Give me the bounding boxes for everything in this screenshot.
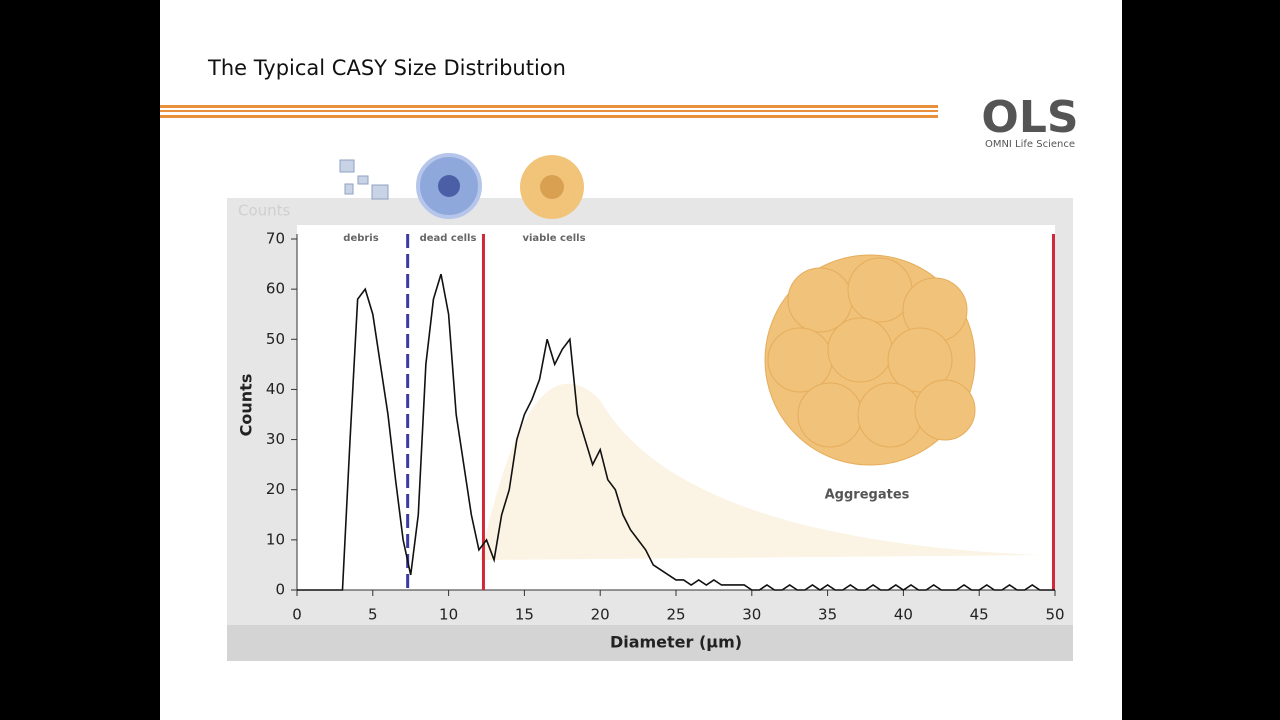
y-tick-label: 50 xyxy=(266,330,285,348)
y-tick-label: 60 xyxy=(266,280,285,298)
y-tick-label: 0 xyxy=(275,581,285,599)
debris-icon xyxy=(339,159,389,200)
y-tick-label: 30 xyxy=(266,430,285,448)
annotation: debris xyxy=(343,233,378,244)
x-tick-label: 15 xyxy=(515,606,534,624)
x-tick-label: 40 xyxy=(894,606,913,624)
x-tick-label: 10 xyxy=(439,606,458,624)
annotation: viable cells xyxy=(522,233,585,244)
annotation: dead cells xyxy=(420,233,477,244)
aggregate-icon xyxy=(764,254,976,466)
x-tick-label: 30 xyxy=(742,606,761,624)
ghost-label: Counts xyxy=(238,202,291,220)
x-tick-label: 20 xyxy=(591,606,610,624)
axis-band xyxy=(227,625,1073,661)
x-tick-label: 25 xyxy=(666,606,685,624)
x-tick-label: 45 xyxy=(970,606,989,624)
viable-cell-nucleus xyxy=(540,175,564,199)
x-tick-label: 0 xyxy=(292,606,302,624)
x-axis-label: Diameter (µm) xyxy=(610,633,742,652)
y-axis-label: Counts xyxy=(237,374,256,437)
data-line xyxy=(297,273,1055,591)
rule xyxy=(160,105,938,118)
x-tick-label: 35 xyxy=(818,606,837,624)
dead-cell-nucleus xyxy=(438,175,460,197)
annotation: Aggregates xyxy=(825,488,910,503)
x-tick-label: 50 xyxy=(1045,606,1064,624)
logo-subtitle: OMNI Life Science xyxy=(985,139,1075,150)
y-tick-label: 70 xyxy=(266,230,285,248)
x-tick-label: 5 xyxy=(368,606,378,624)
logo: OLS xyxy=(981,92,1078,143)
y-tick-label: 10 xyxy=(266,530,285,548)
y-tick-label: 20 xyxy=(266,480,285,498)
ghost-curve xyxy=(480,383,1040,560)
slide-title: The Typical CASY Size Distribution xyxy=(207,56,566,80)
y-tick-label: 40 xyxy=(266,380,285,398)
